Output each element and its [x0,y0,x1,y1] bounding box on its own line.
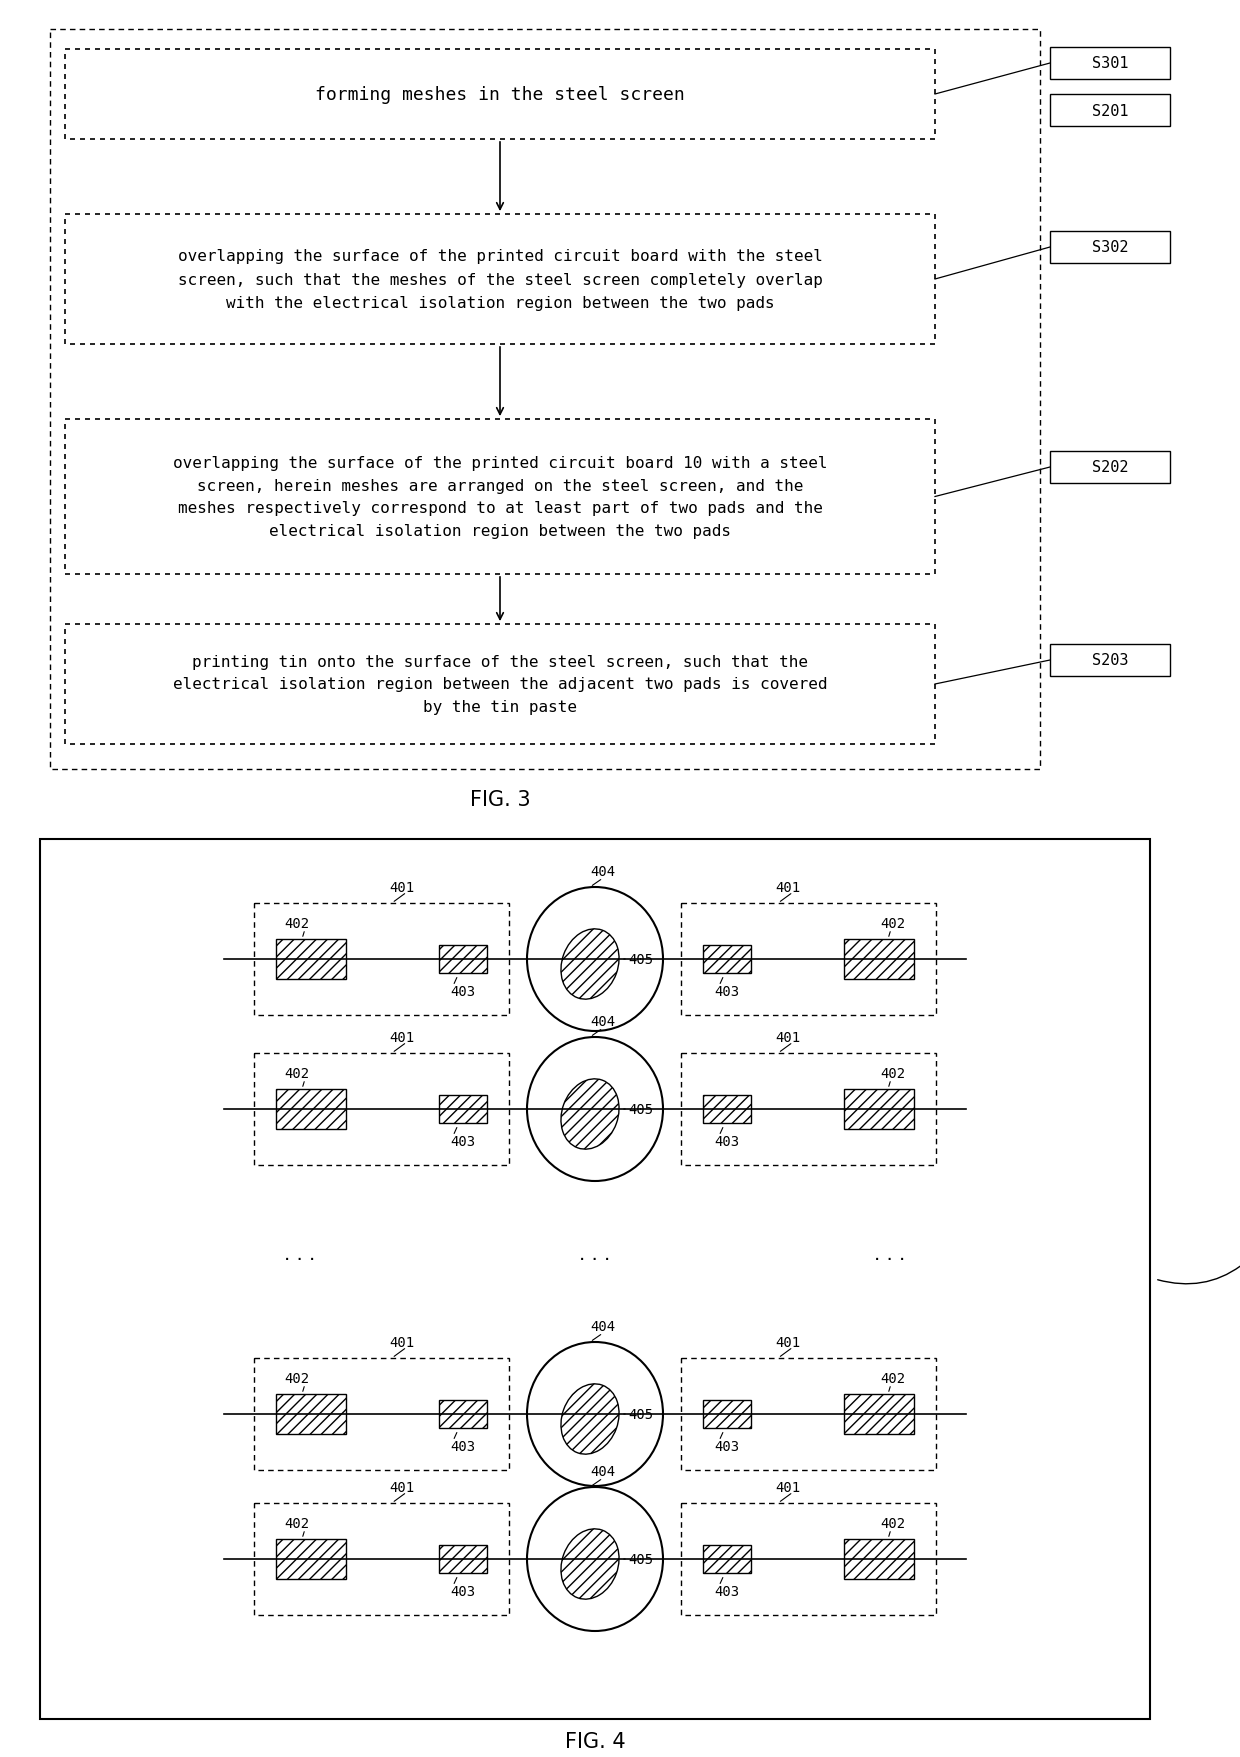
Bar [64,49,935,141]
Text: overlapping the surface of the printed circuit board with the steel
screen, such: overlapping the surface of the printed c… [177,249,822,311]
Bar [703,1544,751,1573]
Bar [1050,645,1171,676]
Text: 403: 403 [714,1439,739,1453]
Bar [1050,232,1171,264]
Text: 405: 405 [627,1102,653,1116]
Bar [64,420,935,575]
Text: 403: 403 [714,1585,739,1599]
Bar [254,1054,508,1165]
Bar [703,1095,751,1123]
Text: 405: 405 [627,1551,653,1565]
Text: 401: 401 [389,1479,414,1493]
Text: 403: 403 [450,984,476,998]
Bar [1050,47,1171,81]
Text: 402: 402 [284,917,310,931]
Bar [64,214,935,344]
Bar [681,1054,936,1165]
Bar [50,30,1040,770]
Text: 404: 404 [590,1464,615,1478]
Text: 401: 401 [775,1030,801,1044]
Text: . . .: . . . [874,1244,905,1263]
Ellipse shape [560,1385,619,1455]
Text: printing tin onto the surface of the steel screen, such that the
electrical isol: printing tin onto the surface of the ste… [172,654,827,715]
Bar [277,1539,346,1580]
Bar [277,1089,346,1130]
Text: 402: 402 [880,917,905,931]
Bar [254,903,508,1016]
Text: S201: S201 [1091,104,1128,118]
Text: . . .: . . . [284,1244,316,1263]
Text: 402: 402 [284,1066,310,1081]
Bar [844,1089,914,1130]
Bar [277,1395,346,1434]
Text: 405: 405 [627,1407,653,1421]
Text: . . .: . . . [579,1244,610,1263]
Bar [844,1395,914,1434]
Text: 401: 401 [775,880,801,894]
Text: 403: 403 [450,1439,476,1453]
Bar [703,1400,751,1428]
Text: 401: 401 [775,1479,801,1493]
Bar [254,1504,508,1615]
Bar [681,1504,936,1615]
Ellipse shape [560,1079,619,1149]
Text: S301: S301 [1091,56,1128,72]
Text: 402: 402 [284,1516,310,1530]
Text: 402: 402 [880,1066,905,1081]
Bar [439,1544,487,1573]
Bar [254,1358,508,1471]
Text: 401: 401 [389,1335,414,1349]
Bar [439,1400,487,1428]
Text: 403: 403 [450,1585,476,1599]
Text: 401: 401 [775,1335,801,1349]
Text: S203: S203 [1091,654,1128,668]
Text: 404: 404 [590,1014,615,1028]
Text: FIG. 4: FIG. 4 [564,1731,625,1752]
Text: 401: 401 [389,1030,414,1044]
Text: 40: 40 [1158,1244,1240,1284]
Text: FIG. 3: FIG. 3 [470,789,531,810]
Text: overlapping the surface of the printed circuit board 10 with a steel
screen, her: overlapping the surface of the printed c… [172,455,827,539]
Bar [844,940,914,979]
Bar [1050,95,1171,127]
Text: 404: 404 [590,864,615,878]
Bar [64,625,935,745]
Text: 403: 403 [714,1135,739,1149]
Bar [703,945,751,973]
Bar [681,1358,936,1471]
Bar [439,945,487,973]
Text: 401: 401 [389,880,414,894]
Ellipse shape [560,1529,619,1599]
Text: 402: 402 [284,1370,310,1385]
Bar [1050,452,1171,483]
Text: 403: 403 [714,984,739,998]
Text: 405: 405 [627,952,653,966]
Text: S202: S202 [1091,460,1128,474]
Ellipse shape [560,929,619,1000]
Text: forming meshes in the steel screen: forming meshes in the steel screen [315,86,684,104]
Bar [439,1095,487,1123]
Text: 404: 404 [590,1320,615,1334]
Text: 402: 402 [880,1370,905,1385]
Bar [277,940,346,979]
Text: 402: 402 [880,1516,905,1530]
Bar [40,840,1149,1718]
Text: 403: 403 [450,1135,476,1149]
Bar [681,903,936,1016]
Text: S302: S302 [1091,241,1128,255]
Bar [844,1539,914,1580]
